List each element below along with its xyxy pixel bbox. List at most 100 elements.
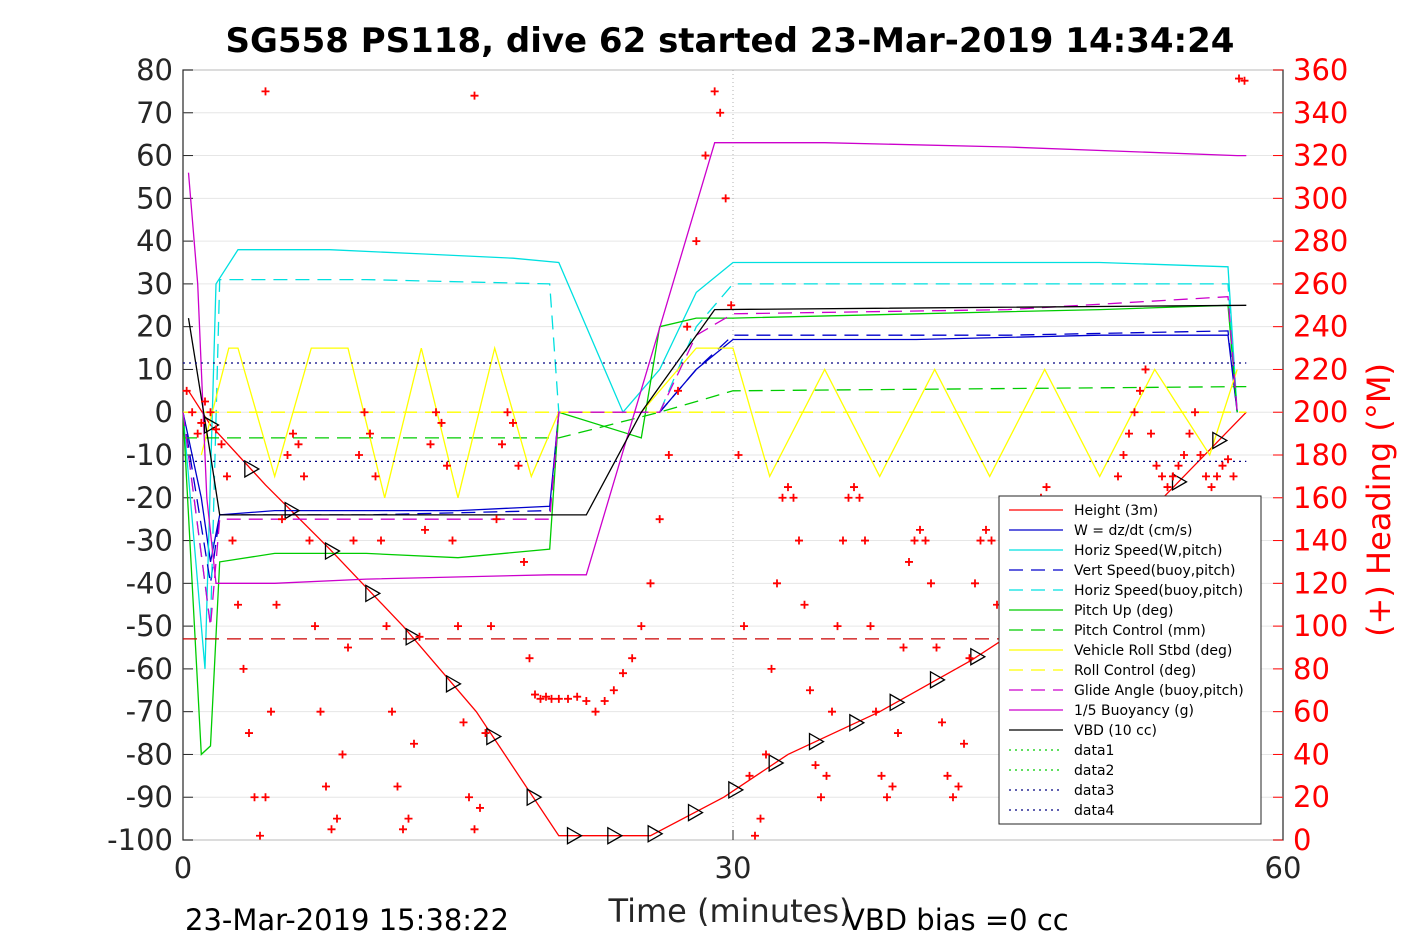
heading-point xyxy=(692,237,701,246)
legend-entry: data2 xyxy=(1074,763,1114,779)
depth-marker xyxy=(889,693,906,712)
heading-point xyxy=(949,793,957,802)
heading-point xyxy=(377,536,385,545)
heading-point xyxy=(371,472,380,481)
heading-point xyxy=(261,793,270,802)
heading-point xyxy=(514,461,523,470)
right-y-tick-label: 160 xyxy=(1293,481,1348,515)
heading-point xyxy=(437,418,446,427)
heading-point xyxy=(481,729,490,738)
legend-entry: Horiz Speed(buoy,pitch) xyxy=(1074,583,1243,599)
heading-point xyxy=(1141,365,1150,374)
heading-point xyxy=(839,536,847,545)
heading-point xyxy=(250,793,259,802)
series-line-10 xyxy=(187,142,1247,584)
right-axis-label: (+) Heading (°M) xyxy=(1360,363,1398,637)
right-y-tick-label: 20 xyxy=(1293,780,1330,814)
legend-entry: Height (3m) xyxy=(1074,503,1158,519)
heading-point xyxy=(1136,386,1144,395)
depth-marker xyxy=(728,780,745,800)
right-y-tick-label: 180 xyxy=(1293,438,1348,472)
y-tick-label: 10 xyxy=(136,352,173,386)
right-y-tick-label: 340 xyxy=(1293,96,1348,130)
heading-point xyxy=(817,793,825,802)
right-y-tick-label: 320 xyxy=(1293,139,1348,173)
heading-point xyxy=(1224,455,1232,464)
heading-point xyxy=(762,750,770,759)
heading-point xyxy=(487,622,495,631)
heading-point xyxy=(646,579,655,588)
heading-point xyxy=(349,536,358,545)
legend: Height (3m) W = dz/dt (cm/s) Horiz Speed(W… xyxy=(998,495,1262,825)
heading-point xyxy=(459,718,468,727)
heading-point xyxy=(393,782,402,791)
heading-point xyxy=(965,654,974,663)
heading-point xyxy=(193,429,202,438)
heading-point xyxy=(1163,483,1172,492)
heading-point xyxy=(916,525,924,534)
y-tick-label: 70 xyxy=(136,96,173,130)
legend-entry: data1 xyxy=(1074,743,1114,759)
depth-marker xyxy=(808,732,825,751)
heading-point xyxy=(327,825,336,834)
footer-timestamp: 23-Mar-2019 15:38:22 xyxy=(185,903,509,937)
heading-point xyxy=(582,696,591,705)
heading-point xyxy=(899,643,908,652)
y-tick-label: -30 xyxy=(126,524,173,558)
heading-point xyxy=(554,694,563,703)
x-tick-label: 30 xyxy=(715,851,752,885)
heading-point xyxy=(811,761,820,770)
right-y-tick-label: 100 xyxy=(1293,609,1348,643)
heading-point xyxy=(531,690,539,699)
heading-point xyxy=(188,408,197,417)
footer-vbd-bias: VBD bias =0 cc xyxy=(845,903,1069,937)
legend-entry: Glide Angle (buoy,pitch) xyxy=(1074,683,1244,699)
heading-point xyxy=(637,622,646,631)
heading-point xyxy=(795,536,803,545)
legend-entry: Vert Speed(buoy,pitch) xyxy=(1074,563,1236,579)
heading-point xyxy=(976,536,985,545)
depth-marker xyxy=(244,459,261,479)
depth-marker xyxy=(203,415,220,435)
depth-marker xyxy=(849,713,866,732)
heading-point xyxy=(1152,461,1161,470)
heading-point xyxy=(938,718,946,727)
heading-point xyxy=(470,825,479,834)
y-tick-label: 40 xyxy=(136,224,173,258)
heading-point xyxy=(716,108,725,117)
heading-point xyxy=(360,408,369,417)
heading-point xyxy=(1174,461,1183,470)
heading-point xyxy=(311,622,319,631)
heading-point xyxy=(267,707,275,716)
heading-point xyxy=(727,301,736,310)
heading-point xyxy=(883,793,891,802)
heading-point xyxy=(223,472,231,481)
y-tick-label: 30 xyxy=(136,267,173,301)
legend-entry: Horiz Speed(W,pitch) xyxy=(1074,543,1222,559)
right-y-tick-label: 80 xyxy=(1293,652,1330,686)
heading-point xyxy=(756,814,765,823)
heading-point xyxy=(987,536,996,545)
heading-point xyxy=(261,87,270,96)
right-y-tick-label: 40 xyxy=(1293,737,1330,771)
heading-point xyxy=(740,622,748,631)
heading-point xyxy=(388,707,396,716)
heading-point xyxy=(778,493,787,502)
heading-point xyxy=(415,632,424,641)
plot-area: 80706050403020100-10-20-30-40-50-60-70-8… xyxy=(107,53,1348,885)
y-tick-label: 60 xyxy=(136,139,173,173)
heading-point xyxy=(300,472,308,481)
depth-marker xyxy=(929,670,946,689)
depth-marker xyxy=(405,627,422,646)
heading-point xyxy=(828,707,836,716)
heading-point xyxy=(609,686,618,695)
heading-point xyxy=(751,831,759,840)
heading-point xyxy=(960,739,968,748)
heading-point xyxy=(877,771,886,780)
heading-point xyxy=(498,440,506,449)
heading-point xyxy=(954,782,963,791)
right-y-tick-label: 240 xyxy=(1293,310,1348,344)
heading-point xyxy=(404,814,413,823)
heading-point xyxy=(344,643,352,652)
